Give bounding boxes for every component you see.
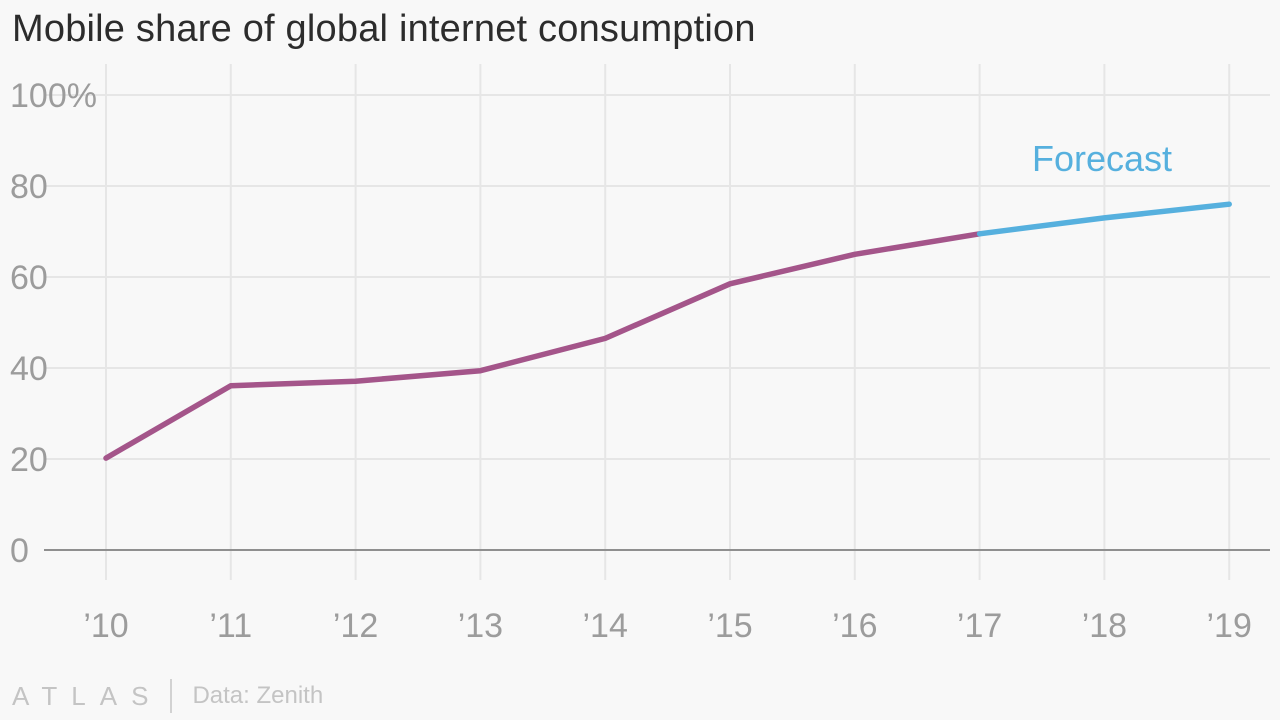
footer-divider (170, 679, 173, 713)
x-tick-label: ’14 (583, 607, 628, 645)
x-axis-tick-labels: ’10 ’11 ’12 ’13 ’14 ’15 ’16 ’17 ’18 ’19 (83, 607, 1252, 645)
chart-title: Mobile share of global internet consumpt… (12, 8, 756, 50)
x-tick-label: ’15 (707, 607, 752, 645)
y-tick-label: 20 (10, 441, 48, 479)
y-tick-label: 80 (10, 168, 48, 206)
x-tick-label: ’18 (1082, 607, 1127, 645)
x-tick-label: ’13 (458, 607, 503, 645)
series-lines (103, 201, 1232, 461)
atlas-logo: ATLAS (12, 680, 163, 711)
y-tick-label: 40 (10, 350, 48, 388)
x-tick-label: ’12 (333, 607, 378, 645)
x-tick-label: ’10 (83, 607, 128, 645)
vertical-gridlines (105, 64, 1231, 580)
y-tick-label: 60 (10, 259, 48, 297)
x-tick-label: ’17 (957, 607, 1002, 645)
actual-series-line (103, 231, 983, 461)
x-tick-label: ’19 (1207, 607, 1252, 645)
x-tick-label: ’16 (832, 607, 877, 645)
forecast-series-line (976, 201, 1232, 237)
y-tick-label: 100% (10, 77, 97, 115)
forecast-annotation: Forecast (1032, 138, 1172, 179)
data-source: Data: Zenith (192, 682, 324, 709)
annotations: Forecast (1032, 138, 1172, 179)
footer: ATLAS Data: Zenith (12, 676, 323, 716)
y-axis-tick-labels: 0 20 40 60 80 100% (10, 77, 97, 570)
y-tick-label: 0 (10, 532, 29, 570)
x-tick-label: ’11 (209, 607, 252, 645)
horizontal-gridlines (44, 94, 1270, 460)
